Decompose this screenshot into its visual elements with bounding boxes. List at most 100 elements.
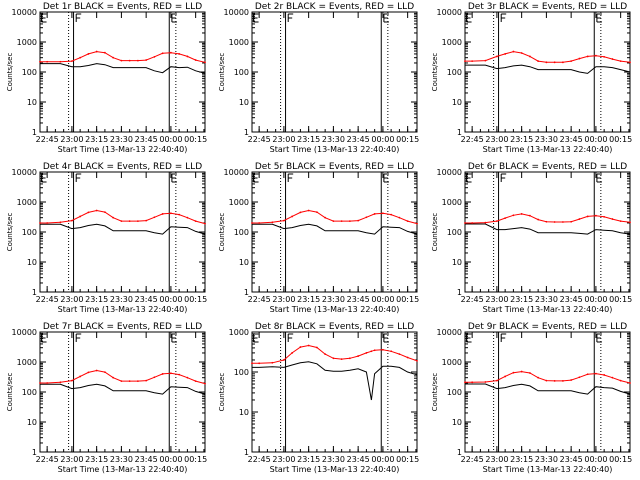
x-tick-label: 00:15 [184, 135, 207, 144]
flag-e-end [383, 333, 389, 343]
panel-det-7r: Det 7r BLACK = Events, RED = LLD 1 10 100 10… [6, 322, 207, 474]
lld-point [71, 60, 73, 63]
flag-e [41, 13, 47, 23]
lld-point [416, 222, 418, 225]
y-tick-label: 10 [239, 408, 249, 417]
y-tick-label: 1000 [17, 198, 37, 207]
lld-point [87, 53, 90, 55]
y-tick-label: 10 [239, 258, 249, 267]
lld-point [619, 60, 622, 63]
lld-point [46, 222, 49, 224]
plot-frame [39, 171, 206, 293]
y-tick-label: 1 [32, 288, 37, 297]
lld-point [204, 61, 206, 64]
x-tick-label: 22:45 [461, 455, 484, 464]
x-tick-label: 23:00 [60, 295, 83, 304]
x-axis-label: Start Time (13-Mar-13 22:40:40) [483, 305, 613, 314]
lld-point [512, 371, 515, 374]
lld-point [570, 379, 573, 381]
lld-series-line [465, 371, 631, 384]
lld-point [170, 212, 172, 215]
events-series-line [40, 383, 206, 395]
x-tick-label: 23:30 [322, 295, 345, 304]
x-tick-label: 00:00 [159, 295, 182, 304]
lld-point [186, 376, 189, 379]
lld-series-line [252, 209, 418, 225]
x-tick-label: 23:45 [135, 135, 158, 144]
flag-e [41, 173, 47, 183]
y-tick-label: 10000 [437, 168, 462, 177]
lld-point [611, 376, 614, 379]
y-tick-label: 1000 [229, 38, 249, 47]
lld-point [611, 218, 614, 220]
y-axis-label: Counts/sec [6, 213, 14, 252]
lld-point [529, 372, 531, 374]
x-tick-label: 00:15 [396, 295, 419, 304]
panel-title: Det 7r BLACK = Events, RED = LLD [43, 322, 202, 332]
lld-series-line [465, 213, 631, 224]
panel-det-3r: Det 3r BLACK = Events, RED = LLD 1 10 100 10… [431, 2, 632, 154]
lld-point [153, 216, 156, 219]
y-tick-label: 1000 [17, 358, 37, 367]
lld-point [186, 55, 189, 58]
y-axis-label: Counts/sec [218, 53, 226, 92]
y-tick-label: 1 [244, 288, 249, 297]
lld-point [120, 59, 123, 62]
lld-point [553, 61, 556, 64]
lld-point [39, 222, 41, 224]
x-tick-label: 23:15 [297, 135, 320, 144]
y-axis-label: Counts/sec [431, 213, 439, 252]
y-tick-label: 100 [22, 68, 37, 77]
x-tick-label: 23:45 [560, 135, 583, 144]
x-tick-label: 22:45 [36, 295, 59, 304]
lld-point [484, 59, 487, 62]
x-tick-label: 22:45 [36, 135, 59, 144]
flag-f [75, 13, 82, 22]
lld-point [161, 373, 164, 375]
y-tick-label: 10 [452, 98, 462, 107]
lld-series-line [40, 369, 206, 385]
flag-e-end [383, 173, 389, 183]
y-tick-label: 100 [447, 388, 462, 397]
lld-point [553, 379, 556, 382]
lld-point [578, 376, 581, 379]
lld-point [258, 362, 261, 365]
y-tick-label: 1000 [442, 358, 462, 367]
flag-e-end [596, 333, 602, 343]
plot-frame [251, 331, 418, 453]
x-tick-label: 00:00 [159, 135, 182, 144]
lld-point [194, 59, 197, 61]
lld-point [382, 212, 384, 215]
x-tick-label: 00:15 [396, 455, 419, 464]
lld-point [137, 59, 139, 62]
x-tick-label: 00:15 [609, 135, 632, 144]
lld-point [578, 57, 581, 60]
x-axis-label: Start Time (13-Mar-13 22:40:40) [270, 305, 400, 314]
lld-point [112, 376, 115, 379]
x-tick-label: 00:00 [371, 455, 394, 464]
x-tick-label: 23:00 [272, 295, 295, 304]
plot-frame [464, 331, 631, 453]
y-tick-label: 1 [32, 448, 37, 457]
x-tick-label: 22:45 [248, 295, 271, 304]
panel-det-4r: Det 4r BLACK = Events, RED = LLD 1 10 100 10… [6, 162, 207, 314]
lld-point [611, 58, 614, 60]
lld-point [283, 219, 285, 222]
x-tick-label: 22:45 [461, 295, 484, 304]
lld-point [504, 375, 507, 378]
lld-point [373, 349, 376, 352]
x-tick-label: 23:00 [60, 455, 83, 464]
panel-det-5r: Det 5r BLACK = Events, RED = LLD 1 10 100 10… [218, 162, 419, 314]
flag-e [253, 173, 259, 183]
lld-point [258, 222, 261, 224]
x-tick-label: 22:45 [248, 135, 271, 144]
x-tick-label: 00:00 [371, 295, 394, 304]
lld-point [471, 60, 474, 63]
lld-point [137, 220, 139, 223]
x-axis-label: Start Time (13-Mar-13 22:40:40) [58, 145, 188, 154]
lld-point [251, 222, 253, 224]
plot-frame [464, 171, 631, 293]
plot-frame [39, 11, 206, 133]
lld-point [398, 216, 401, 219]
lld-point [365, 352, 368, 354]
